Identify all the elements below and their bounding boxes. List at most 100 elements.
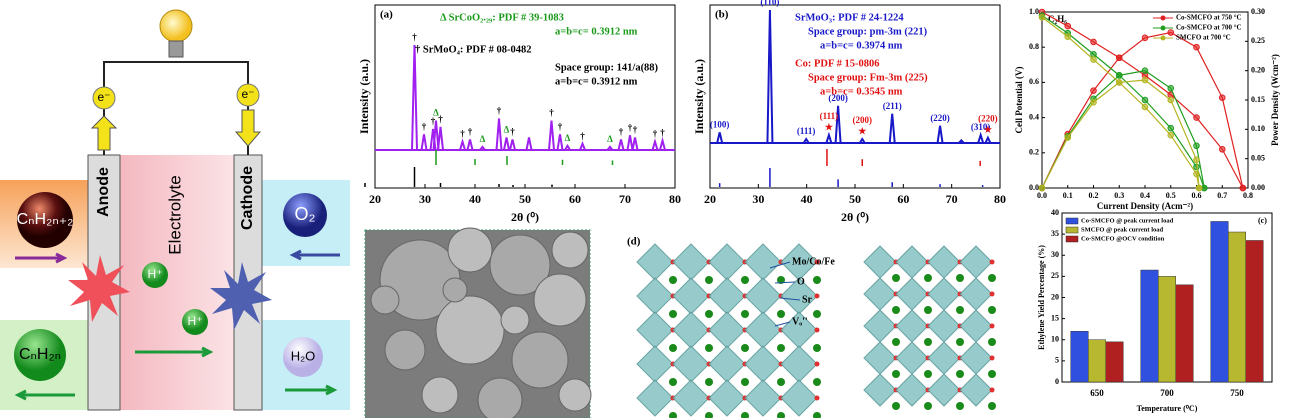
panel-label: (c)	[1258, 216, 1267, 225]
proton	[142, 262, 168, 288]
burst	[68, 255, 130, 322]
x-tick-label: 0.3	[1114, 191, 1124, 200]
oxygen-atom	[989, 291, 995, 297]
power-line	[1041, 70, 1205, 189]
octahedron	[927, 341, 961, 375]
potential-point	[1064, 22, 1072, 30]
x-tick-label: 0.4	[1140, 191, 1150, 200]
x-tick-label: 70	[946, 192, 958, 206]
peak-marker: †	[438, 114, 443, 124]
y-axis-label: Intensity (a.u.)	[357, 59, 371, 134]
sr-atom	[813, 310, 821, 318]
x-tick-label: 0.8	[1243, 191, 1253, 200]
potential-point	[1193, 114, 1200, 121]
peak-marker: †	[510, 127, 515, 137]
y-axis-label: Intensity (a.u.)	[692, 59, 706, 134]
arrow	[135, 346, 214, 358]
legend-text: Space group: Fm-3m (225)	[808, 72, 928, 83]
legend-text: Co-SMCFO at 750 °C	[1176, 14, 1242, 22]
power-point	[1115, 72, 1123, 79]
x-tick-label: 0.5	[1166, 191, 1176, 200]
power-point	[1218, 94, 1226, 101]
power-point	[1195, 184, 1203, 192]
sr-atom	[988, 402, 996, 410]
octahedron	[959, 245, 993, 279]
peak-marker: Δ	[480, 134, 486, 144]
x-tick-label: 0.7	[1217, 191, 1227, 200]
sr-atom	[741, 310, 749, 318]
peak	[716, 132, 724, 144]
octahedron	[636, 277, 674, 315]
potential-line	[1041, 16, 1200, 189]
panel-label: (d)	[627, 236, 641, 248]
oxygen-atom	[989, 387, 995, 393]
peak-marker: (220)	[978, 114, 998, 124]
octahedron	[927, 245, 961, 279]
legend-swatch	[1065, 226, 1079, 234]
power-point	[1038, 184, 1046, 192]
y-tick-label: 15	[1051, 313, 1059, 322]
peak-marker: (111)	[797, 126, 816, 136]
octahedron	[780, 345, 818, 383]
potential-point	[1218, 145, 1226, 153]
peak	[466, 139, 474, 151]
x-tick-label: 60	[897, 192, 909, 206]
sr-atom	[705, 276, 713, 284]
octahedron	[672, 379, 710, 417]
sr-atom	[705, 412, 713, 418]
structure-label: Sr	[802, 294, 813, 305]
arrow	[289, 249, 340, 261]
annotation: C₂H₆	[1048, 14, 1067, 24]
sr-atom	[956, 370, 964, 378]
sr-atom	[705, 344, 713, 352]
sr-atom	[924, 274, 932, 282]
legend-swatch	[1065, 217, 1079, 225]
x-tick-label: 40	[469, 192, 481, 206]
peak-marker: †	[653, 129, 658, 139]
peak	[564, 143, 571, 151]
sr-atom	[813, 276, 821, 284]
peak-marker: ★	[825, 122, 834, 132]
bulb	[159, 9, 193, 43]
peak-marker: †	[549, 108, 554, 118]
sr-atom	[892, 306, 900, 314]
peak-marker: (200)	[853, 115, 873, 125]
y2-axis-label: Power Density (Wcm⁻²)	[1270, 54, 1280, 146]
arrow	[14, 389, 75, 401]
octahedron	[863, 309, 897, 343]
octahedron	[959, 341, 993, 375]
octahedron	[672, 345, 710, 383]
octahedron	[636, 243, 674, 281]
oxygen-atom	[814, 259, 820, 265]
octahedron	[863, 277, 897, 311]
y-tick-label: 25	[1051, 271, 1059, 280]
octahedron	[895, 373, 929, 407]
octahedron	[744, 243, 782, 281]
x-tick-label: 50	[849, 192, 861, 206]
peak-marker: (200)	[828, 93, 848, 103]
peak-marker: †	[628, 122, 633, 132]
oxygen-atom	[814, 293, 820, 299]
particle	[551, 231, 589, 269]
legend-marker	[1160, 25, 1166, 31]
x-tick-label: 20	[369, 192, 381, 206]
electrolyte-label: Electrolyte	[165, 175, 184, 254]
sr-atom	[988, 274, 996, 282]
water-ball	[283, 337, 323, 377]
x-tick-label: 80	[994, 192, 1006, 206]
octahedron	[895, 341, 929, 375]
sr-atom	[924, 338, 932, 346]
particle	[489, 234, 551, 296]
arrow-down	[234, 109, 262, 147]
sr-atom	[669, 412, 677, 418]
sr-atom	[813, 412, 821, 418]
peak	[958, 138, 965, 144]
octahedron	[863, 373, 897, 407]
sr-atom	[669, 344, 677, 352]
peak	[984, 135, 992, 144]
sr-atom	[988, 306, 996, 314]
y2-tick-label: 0.15	[1251, 95, 1265, 104]
peak-marker: †	[633, 124, 638, 134]
potential-point	[1141, 103, 1149, 111]
octahedron	[895, 309, 929, 343]
